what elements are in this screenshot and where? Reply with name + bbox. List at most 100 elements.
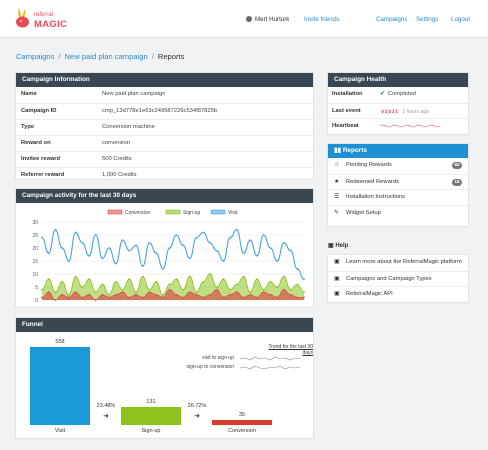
data-point bbox=[108, 247, 111, 249]
data-point bbox=[121, 288, 124, 291]
help-heading: ▣ Help bbox=[328, 243, 349, 249]
info-key: Campaign ID bbox=[21, 108, 57, 114]
info-row: Name New paid plan campaign bbox=[16, 87, 313, 103]
user-menu[interactable]: Mert Hurturk bbox=[246, 16, 289, 23]
data-point bbox=[108, 293, 111, 296]
data-point bbox=[67, 260, 70, 262]
book-icon: ▣ bbox=[334, 275, 340, 282]
data-point bbox=[276, 286, 279, 288]
legend-label: Conversion bbox=[125, 210, 151, 216]
campaign-activity-title: Campaign activity for the last 30 days bbox=[16, 189, 313, 203]
data-point bbox=[121, 291, 124, 294]
data-point bbox=[108, 296, 111, 299]
data-point bbox=[61, 280, 64, 283]
info-value: conversion bbox=[102, 140, 131, 146]
brand-line1: referral bbox=[34, 12, 54, 18]
data-point bbox=[81, 286, 84, 288]
breadcrumb-campaigns[interactable]: Campaigns bbox=[16, 52, 55, 61]
y-tick-label: 30 bbox=[32, 220, 38, 226]
data-point bbox=[188, 275, 191, 278]
funnel-stage-label: Visit bbox=[54, 428, 66, 434]
data-point bbox=[155, 280, 158, 283]
heartbeat-row: Heartbeat bbox=[328, 118, 468, 134]
brand-line2: MAGIC bbox=[34, 19, 68, 30]
data-point bbox=[235, 291, 238, 294]
info-value: Conversion machine bbox=[102, 124, 155, 130]
data-point bbox=[128, 249, 131, 252]
data-point bbox=[168, 283, 171, 286]
info-row: Type Conversion machine bbox=[16, 119, 313, 135]
trend-title: Trend for the last 30 days bbox=[268, 344, 313, 356]
data-point bbox=[74, 275, 77, 278]
data-point bbox=[269, 247, 272, 249]
reports-panel: ▮▮ Reports ☆ Pending Rewards 60 ★ Redeemed … bbox=[327, 143, 469, 227]
reports-item-widget[interactable]: ✎ Widget Setup bbox=[328, 204, 468, 221]
nav-settings[interactable]: Settings bbox=[416, 16, 439, 23]
heartbeat-sparkline bbox=[380, 124, 440, 128]
reports-item-instructions[interactable]: ☰ Installation Instructions bbox=[328, 189, 468, 205]
data-point bbox=[296, 296, 299, 299]
data-point bbox=[256, 296, 258, 299]
data-point bbox=[128, 278, 131, 281]
installation-label: Installation bbox=[332, 91, 363, 97]
data-point bbox=[215, 288, 218, 291]
installation-status: Completed bbox=[387, 91, 416, 97]
brand-logo[interactable]: referral MAGIC bbox=[15, 8, 77, 32]
data-point bbox=[249, 291, 252, 294]
data-point bbox=[81, 241, 84, 244]
help-item[interactable]: ▣ Learn more about the ReferralMagic plat… bbox=[328, 255, 468, 271]
data-point bbox=[256, 278, 258, 281]
breadcrumb-current: Reports bbox=[157, 52, 185, 61]
campaign-activity-panel: Campaign activity for the last 30 days 0… bbox=[15, 188, 314, 308]
info-row: Invitee reward 500 Credits bbox=[16, 151, 313, 167]
legend-swatch bbox=[107, 209, 123, 215]
data-point bbox=[61, 247, 64, 249]
data-point bbox=[162, 293, 164, 296]
help-list: ▣ Learn more about the ReferralMagic plat… bbox=[327, 254, 469, 303]
data-point bbox=[242, 296, 245, 299]
invite-friends-link[interactable]: Invite friends bbox=[304, 16, 340, 23]
data-point bbox=[128, 296, 131, 299]
reports-item-pending[interactable]: ☆ Pending Rewards 60 bbox=[328, 158, 468, 174]
data-point bbox=[209, 273, 211, 275]
legend-label: Visit bbox=[228, 210, 238, 216]
heartbeat-label: Heartbeat bbox=[332, 123, 359, 129]
data-point bbox=[222, 278, 225, 281]
list-icon: ☰ bbox=[334, 194, 340, 200]
data-point bbox=[94, 234, 97, 236]
data-point bbox=[41, 236, 43, 239]
pending-badge: 60 bbox=[452, 162, 462, 169]
campaign-health-title: Campaign Health bbox=[328, 73, 468, 87]
data-point bbox=[188, 257, 191, 260]
info-key: Name bbox=[21, 91, 37, 97]
series-line-visit bbox=[41, 229, 305, 280]
data-point bbox=[289, 293, 292, 296]
campaign-info-panel: Campaign Information Name New paid plan c… bbox=[15, 72, 314, 180]
trend-label-signup-conversion: sign-up to conversion bbox=[186, 364, 234, 370]
reports-title[interactable]: ▮▮ Reports bbox=[328, 144, 468, 158]
last-event-code: visit bbox=[380, 107, 400, 115]
data-point bbox=[155, 293, 158, 296]
breadcrumb-campaign[interactable]: New paid plan campaign bbox=[64, 52, 148, 61]
data-point bbox=[202, 296, 205, 299]
data-point bbox=[61, 293, 64, 296]
data-point bbox=[303, 278, 305, 281]
data-point bbox=[148, 291, 151, 294]
data-point bbox=[222, 260, 225, 262]
help-item[interactable]: ▣ ReferralMagic API bbox=[328, 286, 468, 302]
breadcrumb: Campaigns / New paid plan campaign / Reports bbox=[16, 52, 184, 61]
data-point bbox=[41, 288, 43, 291]
y-tick-label: 0 bbox=[35, 298, 38, 304]
data-point bbox=[101, 293, 104, 296]
y-tick-label: 20 bbox=[32, 246, 38, 252]
y-tick-label: 10 bbox=[32, 272, 38, 278]
data-point bbox=[162, 296, 164, 299]
info-row: Referrer reward 1,000 Credits bbox=[16, 167, 313, 183]
book-icon: ▣ bbox=[334, 291, 340, 297]
nav-logout[interactable]: Logout bbox=[451, 16, 470, 23]
data-point bbox=[135, 244, 137, 247]
help-item[interactable]: ▣ Campaigns and Campaign Types bbox=[328, 270, 468, 287]
nav-campaigns[interactable]: Campaigns bbox=[376, 16, 408, 23]
reports-item-redeemed[interactable]: ★ Redeemed Rewards 16 bbox=[328, 173, 468, 190]
data-point bbox=[141, 296, 144, 299]
